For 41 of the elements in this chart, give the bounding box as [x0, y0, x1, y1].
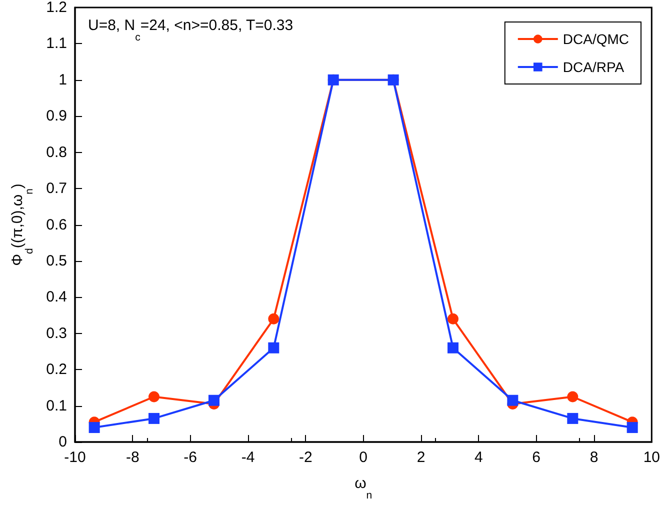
y-tick-label: 1.2: [46, 0, 67, 16]
x-tick-label: 10: [643, 449, 660, 466]
x-axis-title: ωn: [354, 475, 372, 502]
x-tick-label: -2: [298, 449, 312, 466]
point: [567, 391, 578, 402]
x-tick-label: 4: [474, 449, 483, 466]
y-tick-label: 0.6: [46, 216, 67, 234]
point: [268, 313, 280, 324]
x-tick-label: 2: [416, 449, 426, 466]
x-tick-label: -10: [64, 449, 86, 466]
x-tick-label: 0: [359, 449, 368, 466]
annotation: U=8, Nc=24, <n>=0.85, T=0.33: [88, 17, 294, 44]
x-tick-label: 6: [532, 449, 540, 466]
y-tick-label: 0.4: [46, 288, 67, 306]
point: [268, 342, 280, 354]
point: [507, 394, 518, 406]
y-tick-label: 0.5: [46, 252, 67, 270]
point: [148, 412, 160, 424]
y-tick-label: 1: [58, 71, 67, 88]
y-tick-label: 0.8: [46, 144, 67, 161]
y-tick-label: 0.1: [46, 397, 67, 414]
point: [448, 313, 458, 324]
point: [567, 412, 578, 424]
y-tick-label: 0.3: [46, 324, 67, 342]
y-tick-label: 0.2: [46, 361, 67, 378]
x-tick-label: -8: [126, 449, 140, 466]
point: [148, 391, 160, 402]
point: [448, 342, 458, 354]
y-tick-label: 1.1: [46, 35, 67, 52]
y-tick-label: 0.9: [46, 108, 67, 125]
y-tick-label: 0: [58, 434, 67, 450]
x-tick-label: 8: [590, 449, 598, 466]
y-tick-label: 0.7: [46, 180, 67, 198]
point: [626, 422, 638, 434]
point: [88, 422, 100, 434]
x-tick-label: -4: [241, 449, 255, 466]
legend-label: DCA/RPA: [562, 59, 625, 75]
x-tick-label: -6: [184, 449, 198, 466]
point: [208, 394, 220, 406]
legend-label: DCA/QMC: [562, 31, 630, 47]
y-axis-title: Φd((π,0),ωn): [9, 184, 36, 266]
